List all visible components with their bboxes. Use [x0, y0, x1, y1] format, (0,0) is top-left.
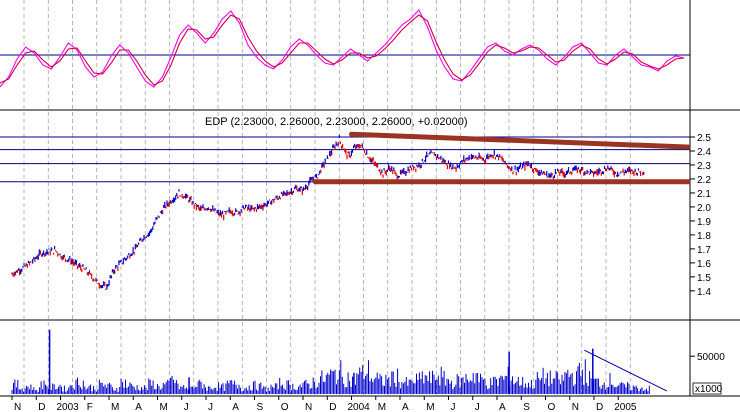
- vertical-gridlines: [23, 0, 631, 396]
- month-label: J: [208, 402, 213, 412]
- month-label: O: [281, 402, 289, 412]
- month-label: N: [14, 402, 21, 412]
- price-title: EDP (2.23000, 2.26000, 2.23000, 2.26000,…: [205, 116, 468, 128]
- month-label: M: [111, 402, 119, 412]
- price-ytick-label: 1.9: [697, 217, 711, 228]
- volume-trendline: [584, 349, 667, 392]
- month-label: N: [305, 402, 312, 412]
- month-label: 2005: [614, 402, 637, 412]
- month-label: A: [135, 402, 142, 412]
- price-ytick-label: 1.4: [697, 287, 711, 298]
- oscillator-line-fast: [0, 9, 685, 88]
- month-label: N: [572, 402, 579, 412]
- price-ytick-label: 2.5: [697, 133, 711, 144]
- month-label: O: [548, 402, 556, 412]
- oscillator-panel: [0, 9, 690, 88]
- axes-labels: 2.5 2.4 2.3 2.2 2.1 2.0 1.9 1.8 1.7 1.6 1.5 1.4 5000…: [11, 133, 725, 412]
- month-label: A: [402, 402, 409, 412]
- month-label: 2004: [348, 402, 371, 412]
- month-label: J: [184, 402, 189, 412]
- price-ytick-label: 1.7: [697, 245, 711, 256]
- month-label: 2003: [57, 402, 80, 412]
- price-ytick-label: 2.0: [697, 203, 711, 214]
- month-label: M: [160, 402, 168, 412]
- price-ytick-label: 2.2: [697, 175, 711, 186]
- month-label: M: [378, 402, 386, 412]
- unit-box: [692, 382, 722, 395]
- month-label: A: [232, 402, 239, 412]
- price-ytick-label: 1.8: [697, 231, 711, 242]
- month-label: J: [451, 402, 456, 412]
- month-label: A: [499, 402, 506, 412]
- price-ytick-label: 2.1: [697, 189, 711, 200]
- price-ytick-label: 2.4: [697, 147, 711, 158]
- volume-ytick-label: 50000: [697, 352, 725, 363]
- month-label: D: [38, 402, 45, 412]
- price-trendline: [349, 131, 690, 150]
- price-panel: [0, 131, 690, 291]
- price-ytick-label: 2.3: [697, 161, 711, 172]
- oscillator-line-slow: [0, 14, 685, 86]
- month-label: J: [475, 402, 480, 412]
- price-ytick-label: 1.6: [697, 259, 711, 270]
- month-label: S: [257, 402, 264, 412]
- panel-frames: [0, 0, 740, 397]
- month-label: D: [329, 402, 336, 412]
- month-label: D: [596, 402, 603, 412]
- month-label: S: [523, 402, 530, 412]
- volume-panel: [11, 329, 667, 394]
- price-ytick-label: 1.5: [697, 273, 711, 284]
- volume-unit-label: x1000: [695, 384, 723, 395]
- month-label: F: [87, 402, 93, 412]
- month-label: M: [426, 402, 434, 412]
